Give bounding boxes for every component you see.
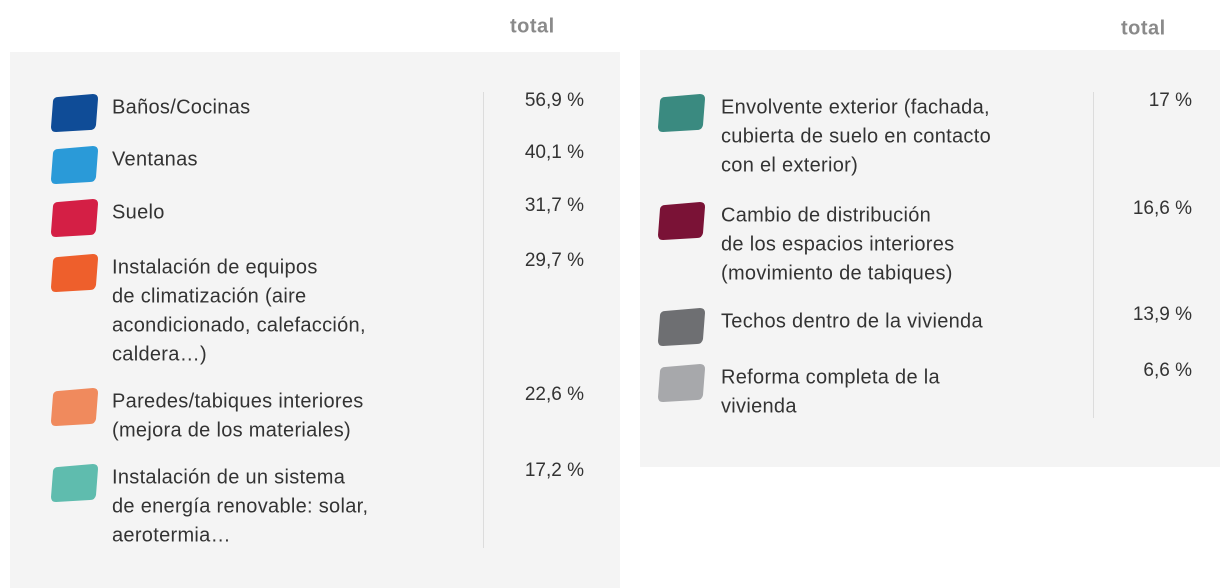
swatch-shape [51,94,98,132]
color-swatch [51,464,98,502]
swatch-shape [658,364,705,402]
swatch-shape [658,94,705,132]
color-swatch [51,388,98,426]
row-label: Instalación de un sistema [112,466,346,489]
row-value: 13,9 % [1132,304,1192,325]
row-value: 16,6 % [1132,198,1192,219]
divider [1093,92,1094,418]
row-value: 40,1 % [524,142,584,163]
row-label: Suelo [112,201,165,224]
row-label: Ventanas [112,148,198,171]
row-label: Envolvente exterior (fachada, [721,96,990,119]
row-label: aerotermia… [112,524,231,547]
row-label: Paredes/tabiques interiores [112,390,364,413]
right-panel [640,50,1220,467]
row-label: cubierta de suelo en contacto [721,125,991,148]
row-label: de energía renovable: solar, [112,495,369,518]
column-header: total [1121,17,1166,40]
row-value: 17 % [1148,90,1192,111]
row-label: (movimiento de tabiques) [721,262,953,285]
row-label: (mejora de los materiales) [112,419,351,442]
row-label: Reforma completa de la [721,366,940,389]
color-swatch [658,364,705,402]
row-label: Instalación de equipos [112,256,318,279]
swatch-shape [51,464,98,502]
row-label: Baños/Cocinas [112,96,251,119]
swatch-shape [658,308,705,346]
divider [483,92,484,548]
row-value: 22,6 % [524,384,584,405]
swatch-shape [658,202,705,240]
row-label: con el exterior) [721,154,859,177]
row-value: 31,7 % [524,195,584,216]
color-swatch [658,202,705,240]
color-swatch [51,94,98,132]
swatch-shape [51,388,98,426]
row-label: de climatización (aire [112,285,307,308]
left-panel [10,52,620,588]
color-swatch [51,254,98,292]
color-swatch [51,146,98,184]
row-value: 17,2 % [524,460,584,481]
row-value: 56,9 % [524,90,584,111]
swatch-shape [51,199,98,237]
row-value: 6,6 % [1143,360,1192,381]
column-header: total [510,15,555,38]
color-swatch [51,199,98,237]
row-label: vivienda [721,395,797,418]
swatch-shape [51,254,98,292]
row-label: de los espacios interiores [721,233,955,256]
row-value: 29,7 % [524,250,584,271]
color-swatch [658,94,705,132]
row-label: Techos dentro de la vivienda [721,310,983,333]
row-label: caldera…) [112,343,207,366]
swatch-shape [51,146,98,184]
row-label: Cambio de distribución [721,204,932,227]
color-swatch [658,308,705,346]
row-label: acondicionado, calefacción, [112,314,366,337]
